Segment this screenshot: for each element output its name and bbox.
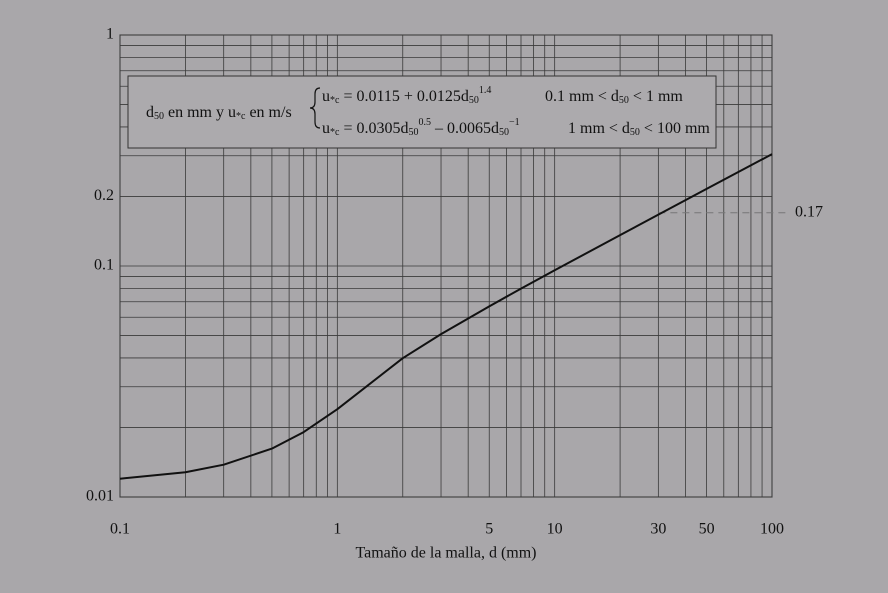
formula: u*c = 0.0305d500.5 – 0.0065d50−1 <box>322 117 520 138</box>
formula: u*c = 0.0115 + 0.0125d501.4 <box>322 85 491 106</box>
text-part: 1 mm < d <box>568 120 630 137</box>
data-line <box>119 153 773 480</box>
subscript: *c <box>236 111 246 122</box>
text-part: < 1 mm <box>629 88 683 105</box>
x-axis-label: Tamaño de la malla, d (mm) <box>355 545 536 562</box>
text-part: en mm y u <box>164 104 236 121</box>
text-part: u <box>322 120 330 137</box>
brace <box>309 87 321 129</box>
subscript: *c <box>330 95 340 106</box>
x-tick-label: 0.1 <box>110 521 130 538</box>
y-tick-label: 0.2 <box>94 187 114 204</box>
x-tick-label: 30 <box>650 521 666 538</box>
reference-label: 0.17 <box>795 203 823 220</box>
superscript: 1.4 <box>479 85 492 96</box>
subscript: 50 <box>469 95 479 106</box>
text-part: – 0.0065d <box>431 120 499 137</box>
subscript: *c <box>330 127 340 138</box>
text-part: 0.1 mm < d <box>545 88 619 105</box>
x-tick-label: 1 <box>333 521 341 538</box>
subscript: 50 <box>499 127 509 138</box>
x-tick-label: 5 <box>485 521 493 538</box>
formula-range: 1 mm < d50 < 100 mm <box>568 120 710 139</box>
subscript: 50 <box>619 95 629 106</box>
subscript: 50 <box>630 127 640 138</box>
superscript: −1 <box>509 117 520 128</box>
text-part: < 100 mm <box>640 120 710 137</box>
x-tick-label: 50 <box>699 521 715 538</box>
text-part: = 0.0305d <box>339 120 408 137</box>
text-part: = 0.0115 + 0.0125d <box>339 88 468 105</box>
legend-box <box>127 75 717 149</box>
y-tick-label: 1 <box>106 26 114 43</box>
y-tick-label: 0.01 <box>86 488 114 505</box>
subscript: 50 <box>408 127 418 138</box>
text-part: d <box>146 104 154 121</box>
subscript: 50 <box>154 111 164 122</box>
formula-range: 0.1 mm < d50 < 1 mm <box>545 88 683 107</box>
units-label: d50 en mm y u*c en m/s <box>146 104 292 123</box>
x-tick-label: 10 <box>547 521 563 538</box>
x-tick-label: 100 <box>760 521 784 538</box>
text-part: u <box>322 88 330 105</box>
superscript: 0.5 <box>418 117 431 128</box>
text-part: en m/s <box>245 104 291 121</box>
y-tick-label: 0.1 <box>94 257 114 274</box>
